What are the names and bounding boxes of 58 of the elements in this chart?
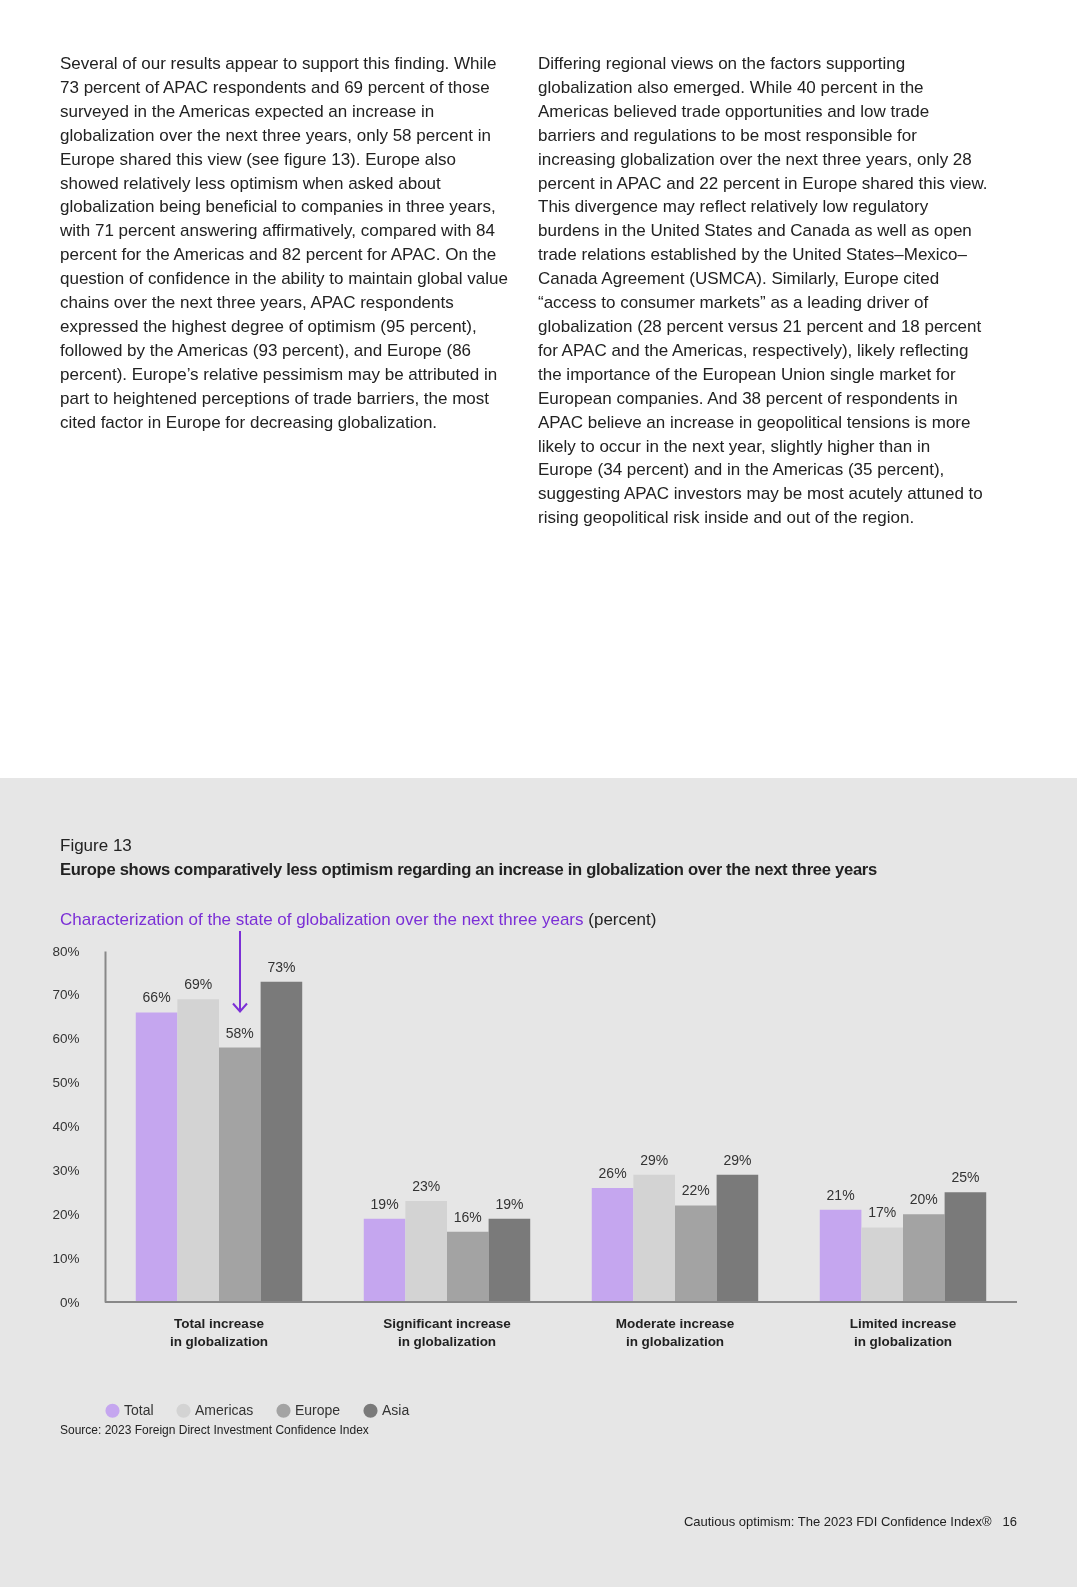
legend-label: Europe [295, 1401, 341, 1418]
data-label: 73% [267, 958, 296, 975]
data-label: 58% [225, 1024, 254, 1041]
y-tick-label: 60% [52, 1031, 80, 1047]
bar [405, 1201, 447, 1302]
text: Differing regional views on the factors supporting globalization also emerged. While 40 percent in the Americas believed trade opportunities and low trade barriers and regulations to be most responsible for increasing globalization over the next three years, only 28 percent in APAC and 22 percent in Europe shared this view. This divergence may reflect relatively low regulatory burdens in the United States and Canada as well as open trade relations established by the United States–Mexico–Canada Agreement (USMCA). Similarly, Europe cited “access to consumer markets” as a leading driver of globalization (28 percent versus 21 percent and 18 percent for APAC and the Americas, respectively), likely reflecting the importance of the European Union single market for European companies. And 38 percent of respondents in APAC believe an increase in geopolitical tensions is more likely to occur in the next year, slightly higher than in Europe (34 percent) and in the Americas (35 percent), suggesting APAC investors may be most acutely attuned to rising geopolitical risk inside and out of the region. [538, 54, 988, 528]
data-label: 69% [184, 976, 213, 993]
bar [633, 1174, 675, 1302]
bar [363, 1218, 406, 1302]
bar [177, 999, 219, 1302]
caption: Figure 13 [60, 836, 132, 856]
data-label: 22% [681, 1182, 710, 1199]
data-label: 25% [951, 1169, 980, 1186]
legend-label: Total [124, 1401, 154, 1418]
data-label: 26% [598, 1164, 627, 1181]
data-label: 21% [826, 1186, 855, 1203]
text: 16 [1002, 1514, 1017, 1529]
bar [716, 1174, 759, 1302]
data-label: 20% [909, 1191, 938, 1208]
y-tick-label: 30% [52, 1162, 80, 1178]
data-label: 23% [412, 1178, 441, 1195]
bar [861, 1227, 903, 1302]
bar [675, 1205, 717, 1302]
y-tick-label: 0% [59, 1294, 80, 1310]
text: Cautious optimism: The 2023 FDI Confidence Index® [683, 1514, 992, 1529]
y-tick-label: 70% [52, 987, 80, 1003]
bar [219, 1047, 261, 1302]
y-tick-label: 40% [52, 1119, 80, 1134]
y-tick-label: 20% [52, 1206, 80, 1222]
chart-subtitle: Characterization of the state of globalization over the next three years [60, 910, 584, 929]
data-label: 29% [723, 1151, 752, 1168]
data-label: 29% [640, 1151, 669, 1168]
bar [135, 1012, 178, 1302]
y-tick-label: 80% [52, 943, 80, 959]
data-label: 66% [142, 989, 171, 1006]
bar [260, 981, 303, 1302]
y-axis-title: (percent) [588, 910, 657, 929]
data-label: 19% [370, 1195, 399, 1212]
bar [903, 1214, 945, 1302]
legend-label: Asia [382, 1401, 410, 1418]
bar [591, 1187, 634, 1302]
bar [488, 1218, 531, 1302]
x-tick-label: Moderate increase in globalization [615, 1315, 735, 1349]
bar [944, 1192, 987, 1302]
legend-label: Americas [195, 1401, 254, 1418]
x-tick-label: Limited increase in globalization [849, 1315, 957, 1349]
data-label: 17% [868, 1204, 897, 1221]
x-tick-label: Total increase in globalization [169, 1315, 269, 1349]
bar [819, 1209, 862, 1302]
y-tick-label: 10% [52, 1250, 80, 1266]
text: Several of our results appear to support this finding. While 73 percent of APAC respondents and 69 percent of those surveyed in the Americas expected an increase in globalization over the next three years, only 58 percent in Europe shared this view (see figure 13). Europe also showed relatively less optimism when asked about globalization being beneficial to companies in three years, with 71 percent answering affirmatively, compared with 84 percent for the Americas and 82 percent for APAC. On the question of confidence in the ability to maintain global value chains over the next three years, APAC respondents expressed the highest degree of optimism (95 percent), followed by the Americas (93 percent), and Europe (86 percent). Europe’s relative pessimism may be attributed in part to heightened perceptions of trade barriers, the most cited factor in Europe for decreasing globalization. [60, 54, 508, 432]
data-label: 16% [453, 1208, 482, 1225]
source-note: Source: 2023 Foreign Direct Investment Confidence Index [60, 1423, 369, 1437]
y-tick-label: 50% [52, 1075, 80, 1091]
bar [447, 1231, 489, 1302]
data-label: 19% [495, 1195, 524, 1212]
chart-title: Europe shows comparatively less optimism regarding an increase in globalization over the next three years [60, 860, 877, 880]
x-tick-label: Significant increase in globalization [383, 1315, 512, 1349]
